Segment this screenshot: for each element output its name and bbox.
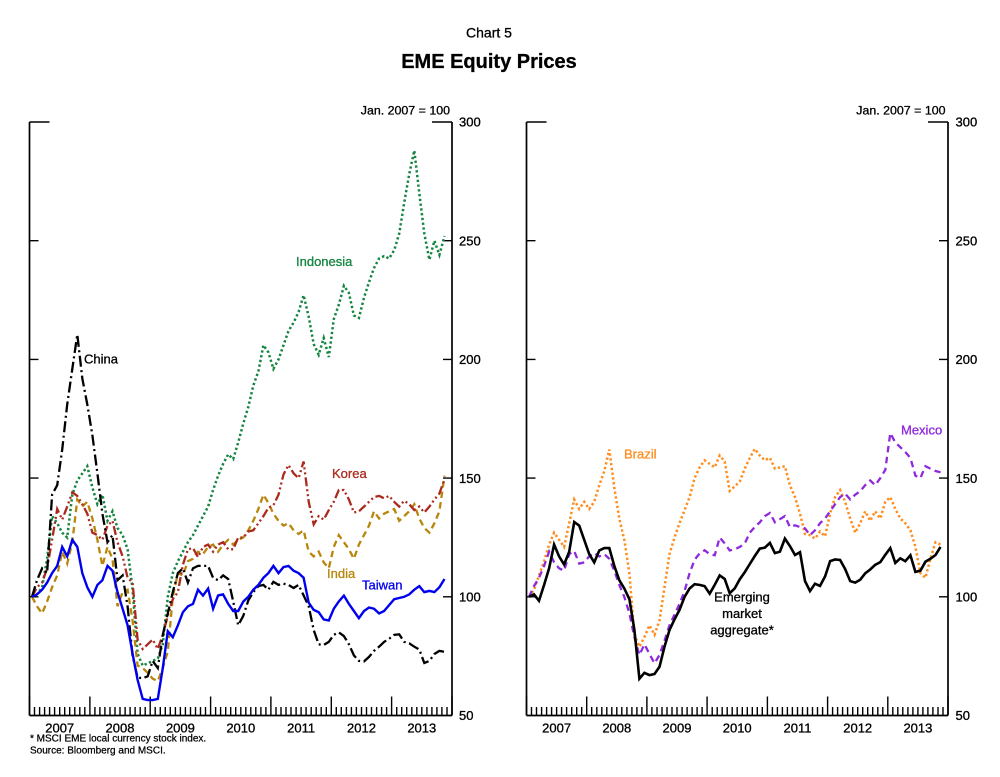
svg-text:Chart 5: Chart 5 bbox=[466, 25, 512, 41]
svg-text:50: 50 bbox=[956, 708, 970, 723]
svg-text:2011: 2011 bbox=[287, 721, 315, 736]
svg-text:market: market bbox=[722, 606, 762, 621]
svg-text:Indonesia: Indonesia bbox=[296, 254, 353, 269]
svg-text:2009: 2009 bbox=[663, 721, 692, 736]
svg-text:50: 50 bbox=[459, 708, 473, 723]
svg-text:300: 300 bbox=[459, 115, 481, 130]
svg-text:Source: Bloomberg and MSCI.: Source: Bloomberg and MSCI. bbox=[30, 746, 166, 757]
svg-text:300: 300 bbox=[956, 115, 978, 130]
svg-text:2010: 2010 bbox=[226, 721, 255, 736]
svg-text:China: China bbox=[84, 352, 119, 367]
svg-text:2009: 2009 bbox=[166, 721, 195, 736]
svg-text:100: 100 bbox=[459, 590, 481, 605]
svg-text:2013: 2013 bbox=[903, 721, 932, 736]
svg-text:2010: 2010 bbox=[723, 721, 752, 736]
svg-text:2012: 2012 bbox=[347, 721, 376, 736]
svg-text:2007: 2007 bbox=[542, 721, 571, 736]
svg-text:Taiwan: Taiwan bbox=[362, 578, 402, 593]
svg-text:Brazil: Brazil bbox=[624, 447, 657, 462]
svg-text:200: 200 bbox=[956, 352, 978, 367]
svg-text:Jan. 2007 = 100: Jan. 2007 = 100 bbox=[361, 104, 450, 118]
svg-text:2012: 2012 bbox=[843, 721, 872, 736]
svg-text:250: 250 bbox=[956, 233, 978, 248]
svg-text:Emerging: Emerging bbox=[714, 590, 770, 605]
svg-text:aggregate*: aggregate* bbox=[710, 623, 774, 638]
svg-text:Mexico: Mexico bbox=[901, 423, 942, 438]
svg-text:2013: 2013 bbox=[407, 721, 436, 736]
svg-text:EME Equity Prices: EME Equity Prices bbox=[401, 51, 577, 73]
svg-text:2011: 2011 bbox=[784, 721, 812, 736]
svg-text:2007: 2007 bbox=[45, 721, 74, 736]
svg-text:150: 150 bbox=[956, 471, 978, 486]
svg-text:* MSCI EME local currency stoc: * MSCI EME local currency stock index. bbox=[30, 734, 206, 745]
svg-text:Jan. 2007 = 100: Jan. 2007 = 100 bbox=[856, 104, 945, 118]
svg-text:250: 250 bbox=[459, 233, 481, 248]
svg-text:India: India bbox=[327, 566, 356, 581]
svg-text:2008: 2008 bbox=[602, 721, 631, 736]
svg-text:100: 100 bbox=[956, 590, 978, 605]
svg-text:2008: 2008 bbox=[106, 721, 135, 736]
svg-text:Korea: Korea bbox=[332, 466, 367, 481]
svg-text:200: 200 bbox=[459, 352, 481, 367]
svg-text:150: 150 bbox=[459, 471, 481, 486]
